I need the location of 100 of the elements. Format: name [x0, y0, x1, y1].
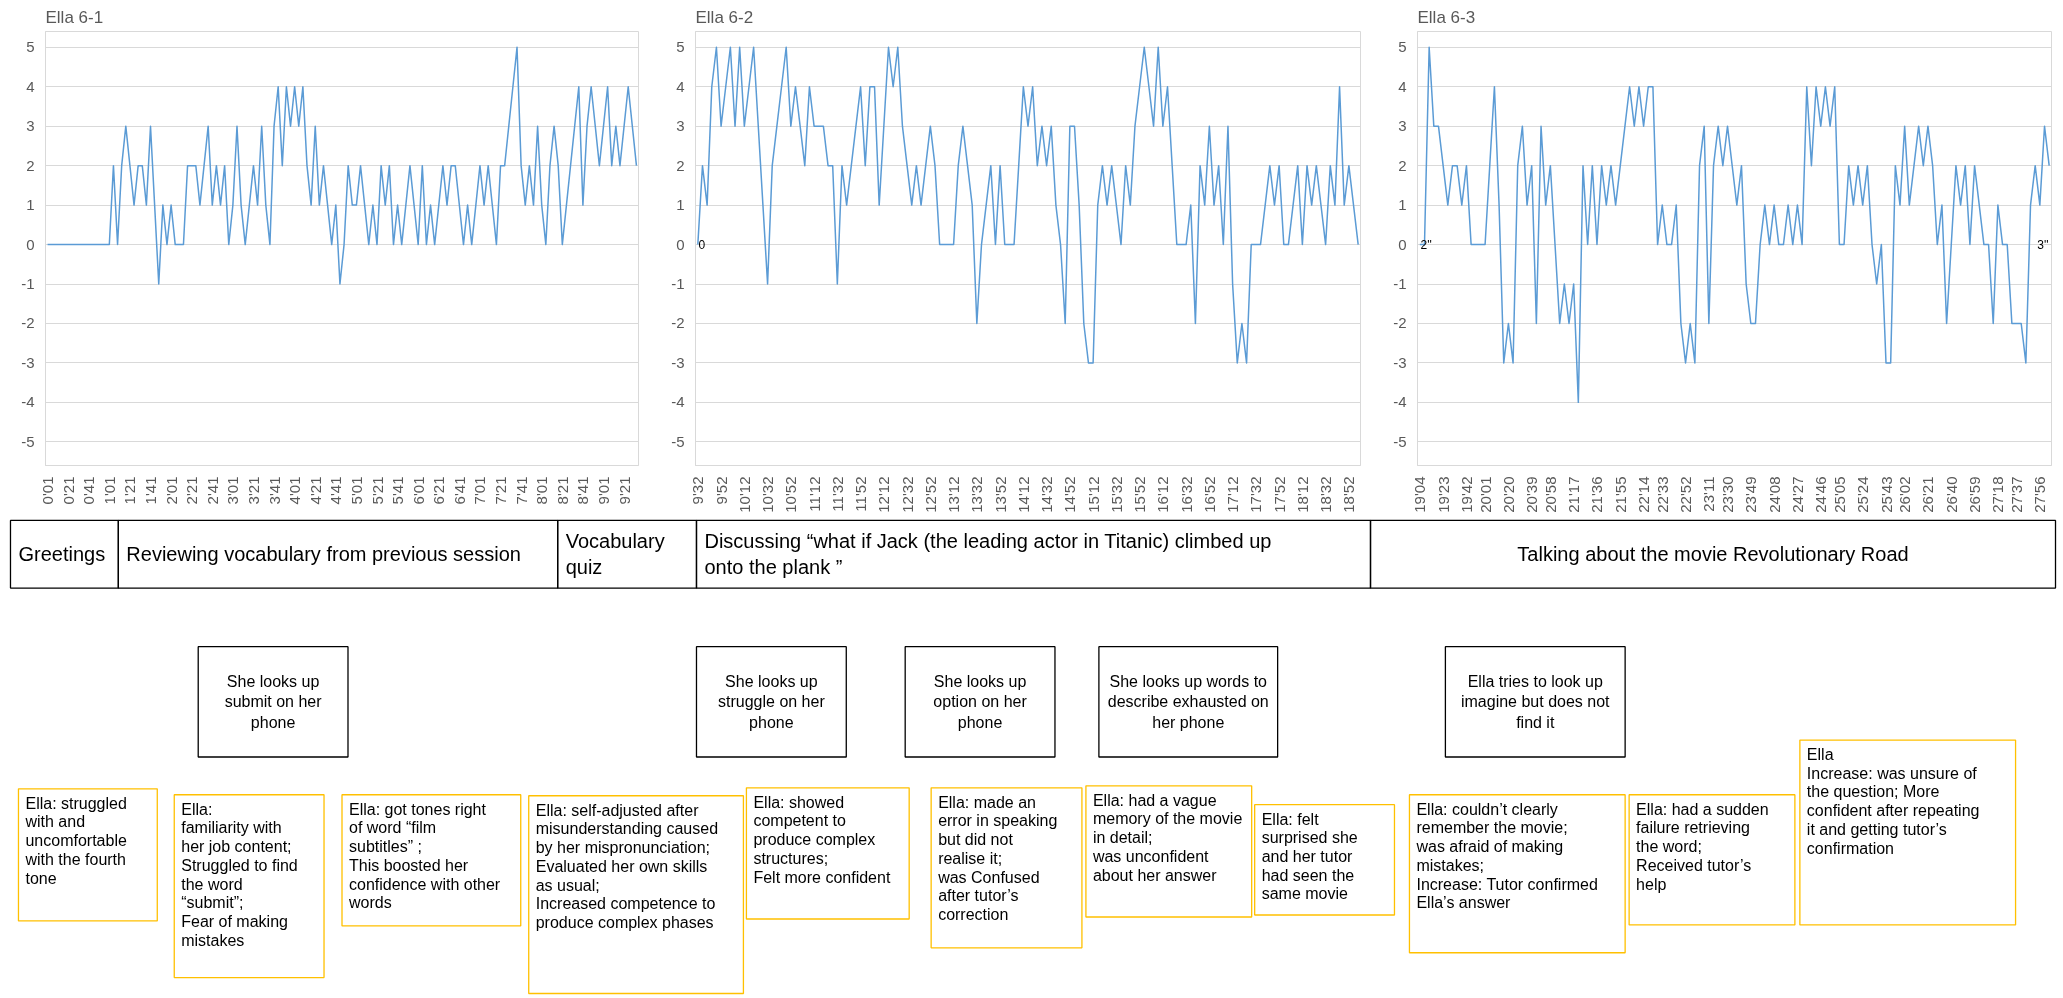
x-tick-label: 4'01	[286, 476, 304, 505]
x-tick-label: 19'42	[1457, 476, 1475, 513]
x-tick-label: 14'12	[1014, 476, 1032, 513]
y-tick-label: -2	[1393, 314, 1407, 332]
x-tick-label: 20'58	[1541, 476, 1559, 513]
y-tick-label: 0	[1398, 235, 1407, 253]
x-tick-label: 7'01	[471, 476, 489, 505]
y-tick-label: -1	[1393, 275, 1407, 293]
x-tick-label: 6'01	[409, 476, 427, 505]
text: Ella: had a sudden failure retrieving the word; Received tutor’s help	[1636, 800, 1769, 893]
y-tick-label: 5	[676, 38, 685, 56]
x-tick-label: 10'52	[782, 476, 800, 513]
x-tick-label: 13'52	[991, 476, 1009, 513]
x-tick-label: 8'41	[574, 476, 592, 505]
x-tick-label: 5'01	[347, 476, 365, 505]
y-tick-label: -2	[21, 314, 35, 332]
x-tick-label: 9'52	[712, 476, 730, 505]
x-tick-label: 20'20	[1499, 476, 1517, 513]
x-tick-label: 15'12	[1084, 476, 1102, 513]
y-tick-label: -4	[21, 393, 35, 411]
y-tick-label: -3	[1393, 353, 1407, 371]
x-tick-label: 22'33	[1653, 476, 1671, 513]
y-tick-label: 4	[1398, 77, 1407, 95]
text: Reviewing vocabulary from previous session	[126, 543, 521, 566]
x-tick-label: 25'43	[1877, 476, 1895, 513]
x-tick-label: 5'21	[368, 476, 386, 505]
text: Ella: felt surprised she and her tutor had seen the same movie	[1261, 810, 1358, 903]
x-tick-label: 23'11	[1700, 476, 1718, 512]
x-tick-label: 1'41	[142, 476, 160, 505]
x-tick-label: 23'30	[1719, 476, 1737, 513]
y-tick-label: -5	[21, 432, 35, 450]
x-tick-label: 9'01	[595, 476, 612, 505]
x-tick-label: 26'59	[1966, 476, 1984, 513]
text: Ella: self-adjusted after misunderstanding caused by her mispronunciation; Evaluated her own skills as usual; Increased competence to produce complex phases	[535, 801, 719, 931]
text: Ella: couldn’t clearly remember the movie; was afraid of making mistakes; Increase: Tutor confirmed Ella’s answer	[1415, 800, 1598, 912]
text: Ella: had a vague memory of the movie in detail; was unconfident about her answer	[1091, 791, 1243, 884]
x-tick-label: 2'21	[183, 476, 201, 505]
y-tick-label: 2	[1398, 156, 1407, 174]
chart-title: Ella 6-2	[695, 7, 754, 27]
x-tick-label: 21'36	[1588, 476, 1606, 513]
x-tick-label: 12'52	[921, 476, 939, 513]
x-tick-label: 1'21	[121, 476, 139, 505]
text: Ella tries to look up imagine but does not find it	[1460, 672, 1611, 731]
x-tick-label: 20'01	[1476, 476, 1494, 513]
y-tick-label: 3	[26, 117, 35, 135]
x-tick-label: 26'21	[1919, 476, 1937, 513]
y-tick-label: -5	[671, 432, 685, 450]
line-series	[46, 46, 638, 285]
y-tick-label: 3	[676, 117, 685, 135]
x-tick-label: 7'21	[492, 476, 510, 505]
text: She looks up words to describe exhausted on her phone	[1107, 672, 1269, 731]
x-tick-label: 26'02	[1896, 476, 1914, 513]
x-tick-label: 16'52	[1200, 476, 1218, 513]
x-tick-label: 17'12	[1224, 476, 1242, 513]
y-tick-label: -3	[671, 353, 685, 371]
text: Greetings	[18, 543, 106, 566]
text: She looks up option on her phone	[933, 672, 1028, 731]
x-tick-label: 14'52	[1061, 476, 1079, 513]
x-tick-label: 4'21	[306, 476, 324, 505]
y-tick-label: 5	[26, 38, 35, 56]
x-tick-label: 9'21	[615, 476, 633, 505]
x-tick-label: 24'27	[1788, 476, 1806, 513]
x-tick-label: 6'21	[430, 476, 448, 505]
y-tick-label: 1	[1398, 196, 1407, 214]
x-tick-label: 8'01	[533, 476, 551, 505]
annotation: 2''	[1420, 237, 1432, 252]
text: Ella: showed competent to produce complex structures; Felt more confident	[753, 793, 891, 886]
x-tick-label: 16'12	[1154, 476, 1172, 513]
annotation: 3''	[2037, 237, 2049, 252]
y-tick-label: -4	[671, 393, 685, 411]
x-tick-label: 25'05	[1830, 476, 1848, 513]
y-tick-label: -4	[1393, 393, 1407, 411]
x-tick-label: 27'56	[2031, 476, 2049, 513]
x-tick-label: 13'32	[968, 476, 986, 513]
x-tick-label: 27'37	[2008, 476, 2026, 513]
y-tick-label: -1	[21, 275, 35, 293]
y-tick-label: 4	[26, 77, 35, 95]
y-tick-label: 1	[26, 196, 35, 214]
line-series	[697, 46, 1359, 364]
x-tick-label: 18'32	[1317, 476, 1335, 513]
x-tick-label: 24'08	[1765, 476, 1783, 513]
x-tick-label: 3'21	[244, 476, 262, 505]
x-tick-label: 22'52	[1677, 476, 1695, 513]
x-tick-label: 11'12	[805, 476, 823, 512]
line-series	[1419, 46, 2050, 404]
y-tick-label: -2	[671, 314, 685, 332]
y-tick-label: -1	[671, 275, 685, 293]
y-tick-label: 0	[676, 235, 685, 253]
x-tick-label: 0'01	[39, 476, 57, 505]
x-tick-label: 15'32	[1107, 476, 1125, 513]
y-tick-label: 5	[1398, 38, 1407, 56]
x-tick-label: 0'41	[80, 476, 98, 505]
text: Ella: got tones right of word “film subtitles” ; This boosted her confidence with other words	[347, 800, 501, 912]
x-tick-label: 15'52	[1131, 476, 1149, 513]
text: Ella Increase: was unsure of the question; More confident after repeating it and getting tutor’s confirmation	[1806, 746, 1980, 857]
x-tick-label: 12'12	[875, 476, 893, 513]
y-tick-label: 2	[676, 156, 685, 174]
text: Ella: familiarity with her job content; Struggled to find the word “submit”; Fear of making mistakes	[181, 800, 298, 949]
x-tick-label: 18'12	[1293, 476, 1311, 513]
x-tick-label: 19'04	[1411, 476, 1429, 513]
